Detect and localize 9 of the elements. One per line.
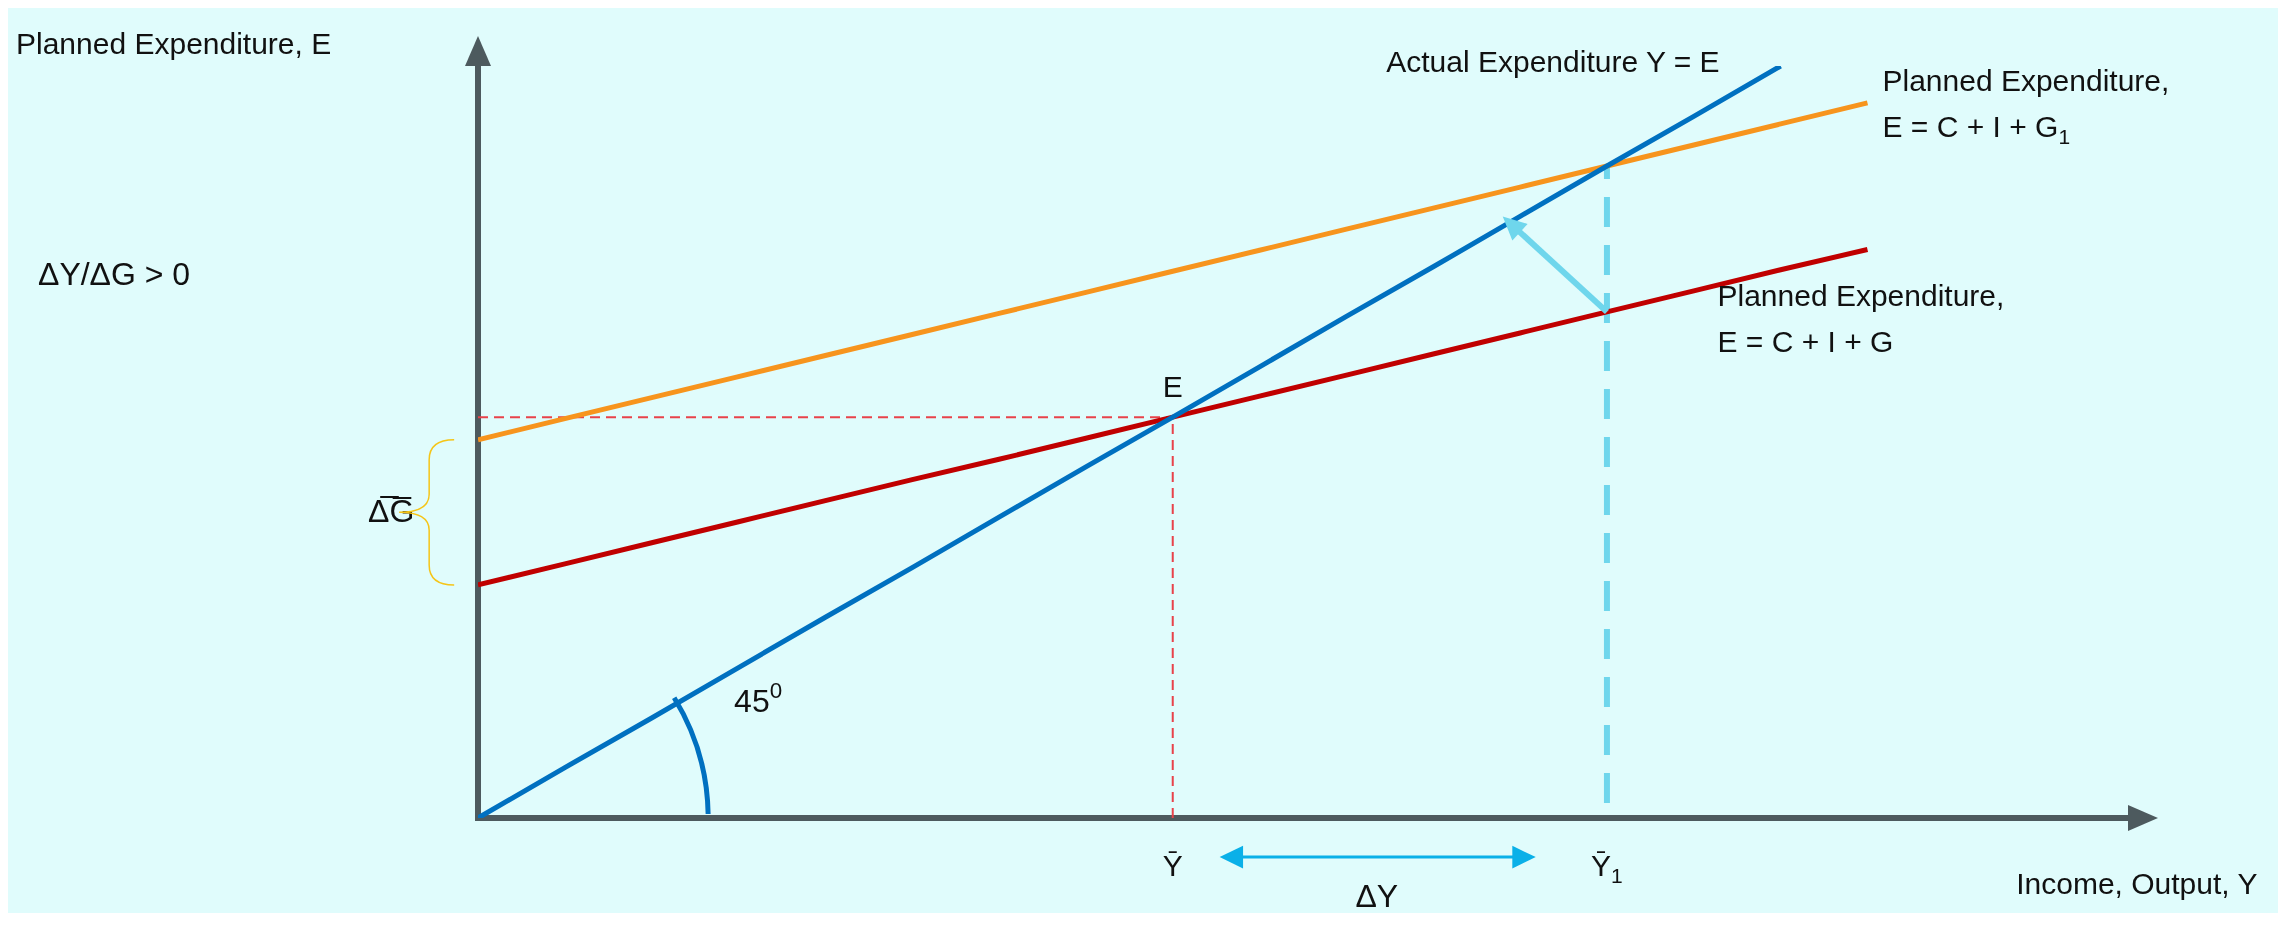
text: Δ̅G̅: [368, 493, 415, 530]
text: ΔY/ΔG > 0: [38, 256, 191, 293]
x-tick-label: Ȳ: [1162, 849, 1183, 883]
y-axis-title: Planned Expenditure, E: [16, 27, 332, 61]
x-axis-title: Income, Output, Y: [2016, 867, 2258, 901]
annotation: E: [1162, 370, 1183, 404]
series-label: Actual Expenditure Y = E: [1386, 45, 1720, 79]
series-label: Planned Expenditure, E = C + I + G: [1717, 278, 2005, 358]
text: ΔY: [1355, 877, 1399, 914]
